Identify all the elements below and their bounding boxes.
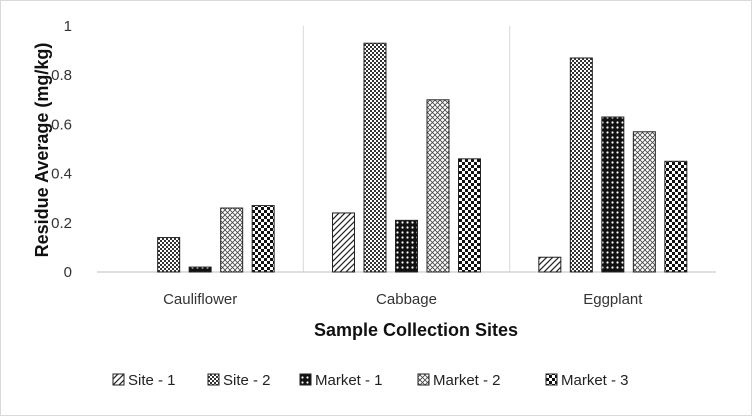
y-tick-label: 0.6 [51, 116, 72, 133]
legend-label: Site - 1 [128, 372, 176, 389]
bar-cauliflower-series-3 [188, 266, 212, 273]
legend-swatch [417, 373, 430, 386]
bar-eggplant-series-5 [664, 160, 688, 273]
x-category-label: Cauliflower [163, 291, 237, 308]
legend-swatch [207, 373, 220, 386]
bar-cauliflower-series-2 [157, 237, 181, 273]
legend-label: Market - 2 [433, 372, 501, 389]
bars-layer [157, 42, 688, 273]
y-tick-label: 0.4 [51, 166, 72, 183]
bar-eggplant-series-4 [632, 131, 656, 273]
bar-cauliflower-series-4 [220, 207, 244, 273]
x-categories-layer: Cauliflower Cabbage Eggplant [163, 291, 643, 308]
y-axis-title: Residue Average (mg/kg) [32, 43, 52, 258]
bar-cabbage-series-1 [332, 212, 355, 273]
bar-eggplant-series-2 [569, 57, 593, 273]
x-category-label: Eggplant [583, 291, 643, 308]
y-tick-label: 0 [64, 264, 72, 281]
y-tick-label: 0.8 [51, 67, 72, 84]
bar-cauliflower-series-5 [251, 205, 275, 273]
legend-swatch [545, 373, 558, 386]
legend-label: Market - 1 [315, 372, 383, 389]
legend-label: Market - 3 [561, 372, 629, 389]
legend-swatch [299, 373, 312, 386]
bar-cabbage-series-4 [426, 99, 450, 273]
legend: Site - 1 Site - 2 Market - 1 Market - 2 Mark… [112, 372, 629, 389]
y-tick-label: 1 [64, 18, 72, 35]
y-ticks-layer: 0 0.2 0.4 0.6 0.8 1 [51, 18, 72, 281]
legend-swatch [112, 373, 125, 386]
bar-cabbage-series-3 [395, 219, 418, 273]
legend-label: Site - 2 [223, 372, 271, 389]
x-axis-title: Sample Collection Sites [314, 320, 518, 340]
bar-eggplant-series-1 [538, 256, 562, 273]
bar-eggplant-series-3 [601, 116, 625, 273]
x-category-label: Cabbage [376, 291, 437, 308]
y-tick-label: 0.2 [51, 215, 72, 232]
bar-cabbage-series-5 [458, 158, 481, 273]
bar-cabbage-series-2 [363, 42, 387, 273]
